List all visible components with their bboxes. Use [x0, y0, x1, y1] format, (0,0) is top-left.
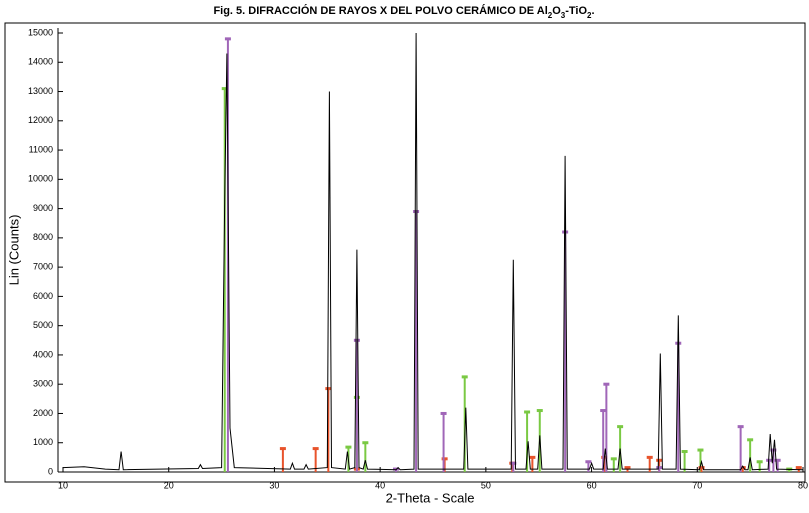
stick-cap [795, 466, 802, 470]
stick-cap [362, 441, 369, 445]
stick-cap [774, 458, 781, 462]
y-tick-label: 14000 [28, 57, 53, 67]
stick-cap [536, 409, 543, 413]
stick-cap [312, 447, 319, 451]
reference-stick [698, 466, 705, 472]
stick-cap [461, 375, 468, 379]
reference-stick [362, 441, 369, 472]
stick-cap [624, 466, 631, 470]
reference-stick [413, 210, 420, 472]
y-tick-label: 15000 [28, 27, 53, 37]
reference-stick [600, 409, 607, 472]
x-axis-label: 2-Theta - Scale [386, 490, 475, 505]
y-tick-label: 10000 [28, 174, 53, 184]
title-part: Fig. 5. DIFRACCIÓN DE RAYOS X DEL POLVO … [213, 4, 547, 17]
reference-stick [224, 37, 231, 472]
stick-cap [603, 382, 610, 386]
y-tick-label: 4000 [33, 349, 53, 359]
y-tick-label: 0 [48, 466, 53, 476]
reference-stick [737, 425, 744, 472]
stick-cap [353, 338, 360, 342]
stick-cap [739, 466, 746, 470]
reference-stick [747, 438, 754, 472]
reference-stick [440, 411, 447, 472]
stick-cap [529, 455, 536, 459]
chart-title: Fig. 5. DIFRACCIÓN DE RAYOS X DEL POLVO … [213, 4, 594, 20]
title-part: -TiO [565, 5, 587, 17]
x-tick-label: 20 [164, 480, 174, 490]
reference-stick [610, 457, 617, 472]
title-part: 2 [587, 11, 592, 20]
reference-stick [624, 466, 631, 472]
reference-stick [325, 387, 332, 472]
stick-cap [524, 410, 531, 414]
stick-cap [345, 445, 352, 449]
reference-stick [353, 338, 360, 472]
stick-cap [698, 466, 705, 470]
stick-cap [681, 450, 688, 454]
reference-stick [739, 466, 746, 472]
stick-cap [325, 387, 332, 391]
stick-cap [224, 37, 231, 41]
y-axis-label: Lin (Counts) [6, 215, 21, 286]
stick-cap [766, 458, 773, 462]
stick-cap [610, 457, 617, 461]
x-tick-label: 50 [481, 480, 491, 490]
title-part: . [591, 5, 594, 17]
stick-cap [737, 425, 744, 429]
y-tick-label: 12000 [28, 115, 53, 125]
stick-cap [440, 411, 447, 415]
x-tick-label: 80 [798, 480, 808, 490]
y-tick-label: 8000 [33, 232, 53, 242]
y-tick-label: 3000 [33, 379, 53, 389]
reference-stick [279, 447, 286, 472]
reference-stick [510, 461, 517, 472]
stick-cap [510, 461, 517, 465]
reference-stick [221, 87, 228, 472]
y-tick-label: 5000 [33, 320, 53, 330]
y-tick-label: 13000 [28, 86, 53, 96]
stick-cap [279, 447, 286, 451]
stick-cap [617, 425, 624, 429]
stick-cap [756, 460, 763, 464]
stick-cap [747, 438, 754, 442]
reference-stick [585, 460, 592, 472]
reference-stick [795, 466, 802, 472]
reference-stick [656, 466, 663, 472]
title-part: 2 [548, 11, 553, 20]
x-tick-label: 60 [587, 480, 597, 490]
stick-cap [441, 457, 448, 461]
reference-stick [681, 450, 688, 472]
title-part: O [552, 5, 561, 17]
stick-cap [656, 466, 663, 470]
stick-cap [656, 458, 663, 462]
reference-stick [461, 375, 468, 472]
reference-stick [756, 460, 763, 472]
title-part: 3 [561, 11, 566, 20]
frame [4, 22, 806, 483]
stick-cap [600, 409, 607, 413]
y-tick-label: 11000 [29, 144, 53, 154]
y-tick-label: 1000 [33, 437, 53, 447]
diffraction-line [62, 32, 804, 471]
x-tick-label: 70 [692, 480, 702, 490]
x-tick-label: 40 [375, 480, 385, 490]
x-tick-label: 10 [58, 480, 68, 490]
stick-cap [221, 87, 228, 91]
reference-stick [766, 458, 773, 472]
y-tick-label: 9000 [33, 203, 53, 213]
stick-cap [697, 448, 704, 452]
reference-stick [524, 410, 531, 472]
stick-cap [646, 455, 653, 459]
reference-stick [774, 458, 781, 472]
y-tick-label: 2000 [33, 408, 53, 418]
stick-cap [413, 210, 420, 214]
x-tick-label: 30 [269, 480, 279, 490]
stick-cap [585, 460, 592, 464]
y-tick-label: 7000 [33, 262, 53, 272]
reference-stick [441, 457, 448, 472]
y-tick-label: 6000 [33, 291, 53, 301]
